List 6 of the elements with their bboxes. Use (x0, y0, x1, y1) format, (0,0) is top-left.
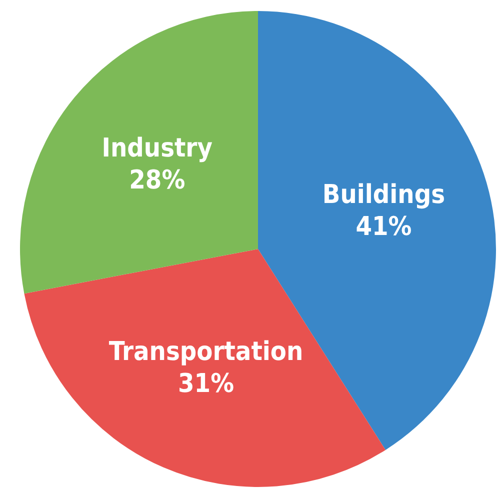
slice-label: Buildings (322, 180, 445, 210)
slice-label: Industry (102, 133, 212, 164)
data-label: 41% (356, 212, 412, 242)
slice-label: Transportation (108, 336, 304, 367)
data-label: 28% (129, 165, 186, 196)
data-label: 31% (178, 368, 234, 399)
